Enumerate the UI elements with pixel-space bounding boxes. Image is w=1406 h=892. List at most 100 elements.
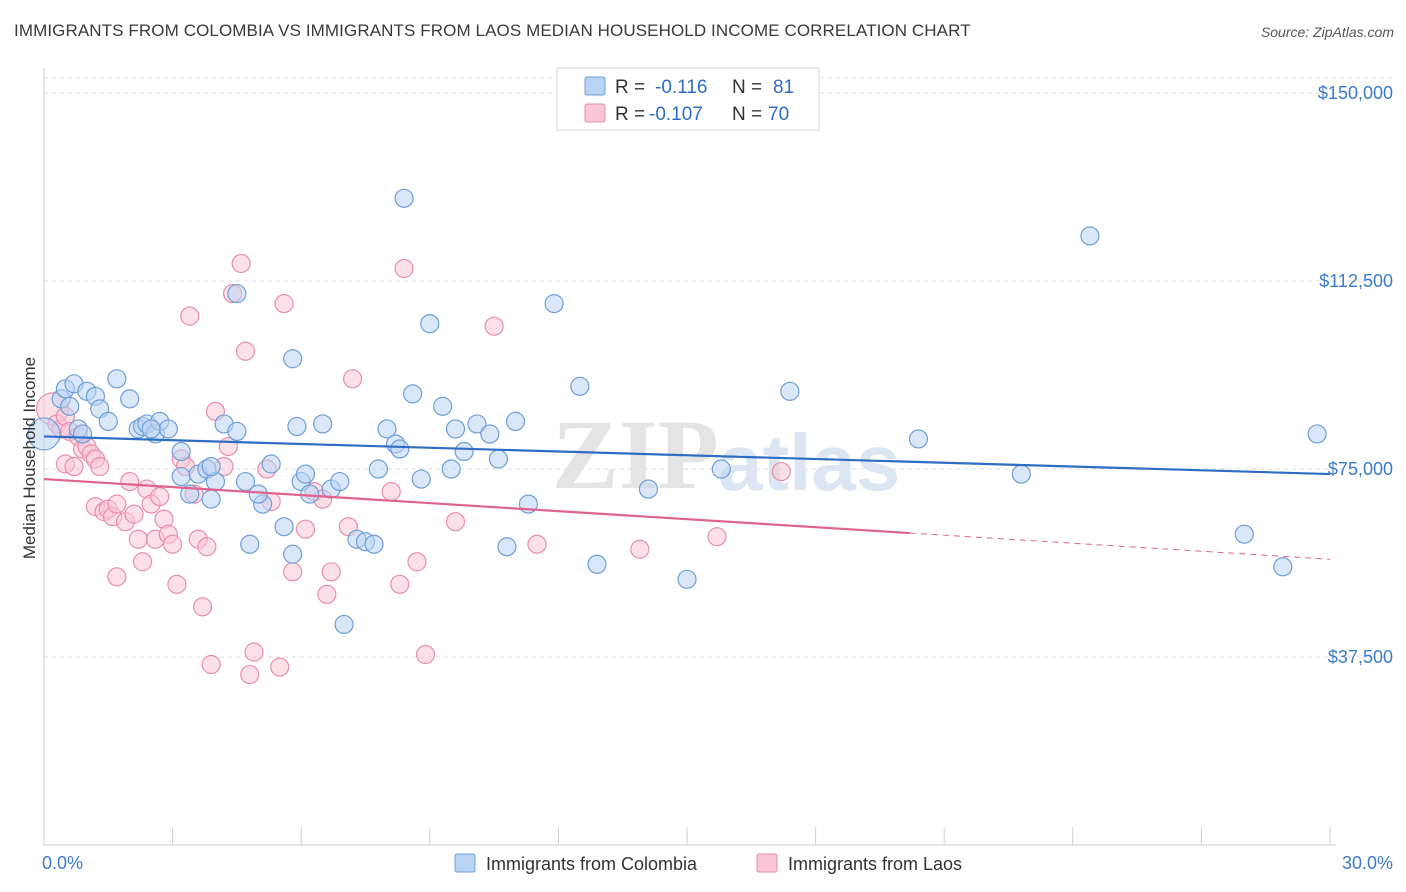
point-colombia: [368, 459, 388, 479]
point-colombia: [364, 534, 384, 554]
point-colombia: [1234, 524, 1254, 544]
source-label: Source: ZipAtlas.com: [1260, 24, 1394, 40]
point-laos: [128, 529, 148, 549]
point-laos: [231, 253, 251, 274]
legend-swatch-laos: [584, 103, 606, 123]
point-colombia: [334, 614, 354, 635]
point-laos: [343, 369, 363, 389]
x-tick-label-min: 0.0%: [42, 853, 83, 873]
legend-n-label-colombia: N =: [732, 77, 762, 98]
point-colombia: [505, 411, 526, 432]
point-laos: [274, 294, 294, 314]
point-colombia: [330, 471, 350, 492]
point-laos: [235, 341, 256, 361]
point-laos: [240, 664, 260, 685]
point-laos: [527, 534, 547, 554]
point-laos: [415, 644, 436, 665]
point-colombia: [480, 424, 500, 444]
point-colombia: [441, 459, 461, 479]
point-colombia: [201, 489, 221, 509]
gridlines: [44, 77, 1393, 658]
point-laos: [321, 562, 341, 582]
point-colombia: [454, 441, 474, 462]
point-colombia: [638, 479, 659, 499]
point-laos: [394, 258, 414, 279]
y-tick-labels: $37,500 $75,000 $112,500 $150,000: [1318, 83, 1393, 667]
point-colombia: [283, 349, 303, 369]
point-laos: [163, 534, 183, 554]
point-laos: [295, 519, 316, 539]
watermark-atlas: atlas: [718, 418, 900, 507]
point-colombia: [180, 484, 200, 504]
y-tick-label: $75,000: [1328, 459, 1393, 479]
point-laos: [390, 574, 410, 594]
point-laos: [124, 504, 144, 524]
point-laos: [407, 552, 427, 572]
legend-r-value-colombia: -0.116: [655, 77, 707, 98]
point-colombia: [72, 424, 93, 444]
axes: [43, 68, 1336, 846]
point-colombia: [1273, 557, 1293, 577]
point-colombia: [711, 459, 731, 479]
point-colombia: [274, 517, 294, 537]
point-colombia: [780, 381, 800, 401]
point-colombia: [300, 484, 320, 504]
point-colombia: [201, 456, 221, 477]
point-laos: [120, 471, 140, 492]
point-colombia: [141, 419, 161, 439]
y-tick-label: $37,500: [1328, 647, 1393, 667]
point-colombia: [171, 441, 191, 462]
legend-swatch-colombia: [584, 76, 606, 96]
point-colombia: [227, 421, 247, 442]
legend-r-value-laos: -0.107: [649, 104, 703, 125]
trend-line-1: [43, 477, 910, 535]
point-colombia: [283, 544, 303, 564]
point-laos: [180, 306, 200, 326]
bottom-legend: Immigrants from Colombia Immigrants from…: [454, 853, 962, 874]
legend-box: R = -0.116 N = 81 R = -0.107 N = 70: [556, 67, 820, 131]
point-laos: [484, 316, 504, 336]
point-colombia: [544, 294, 564, 314]
point-laos: [132, 552, 153, 572]
point-colombia: [287, 416, 307, 437]
point-colombia: [420, 314, 440, 334]
point-laos: [64, 456, 84, 477]
point-colombia: [677, 569, 697, 589]
point-laos: [317, 584, 337, 604]
point-colombia: [313, 414, 333, 434]
y-axis-label: Median Household Income: [20, 357, 39, 559]
legend-r-label-laos: R =: [615, 104, 645, 125]
bottom-legend-swatch-colombia: [454, 853, 476, 873]
point-colombia: [394, 188, 414, 208]
point-colombia: [1307, 424, 1327, 444]
chart-title: IMMIGRANTS FROM COLOMBIA VS IMMIGRANTS F…: [14, 21, 971, 40]
point-colombia: [261, 454, 281, 474]
point-colombia: [98, 411, 118, 432]
point-colombia: [295, 464, 316, 484]
point-laos: [201, 654, 221, 675]
point-colombia: [120, 389, 140, 409]
point-colombia: [488, 449, 508, 469]
point-colombia: [403, 384, 423, 404]
trend-line-0: [43, 435, 1331, 476]
trend-line-extension-1: [909, 532, 1331, 560]
point-laos: [107, 567, 127, 587]
point-colombia: [433, 396, 453, 416]
point-colombia: [587, 554, 607, 574]
point-laos: [244, 642, 264, 662]
point-colombia: [158, 419, 178, 439]
point-colombia: [248, 484, 268, 504]
point-colombia: [240, 534, 260, 554]
point-colombia: [107, 369, 127, 389]
point-colombia: [1080, 226, 1100, 246]
bottom-legend-label-colombia: Immigrants from Colombia: [486, 854, 698, 874]
point-colombia: [908, 429, 929, 449]
point-colombia: [497, 537, 517, 557]
point-colombia: [390, 439, 410, 459]
point-laos: [150, 487, 170, 507]
point-laos: [707, 527, 727, 547]
point-laos: [381, 481, 401, 502]
point-laos: [630, 539, 650, 559]
point-colombia: [171, 466, 191, 487]
point-laos: [197, 537, 217, 557]
